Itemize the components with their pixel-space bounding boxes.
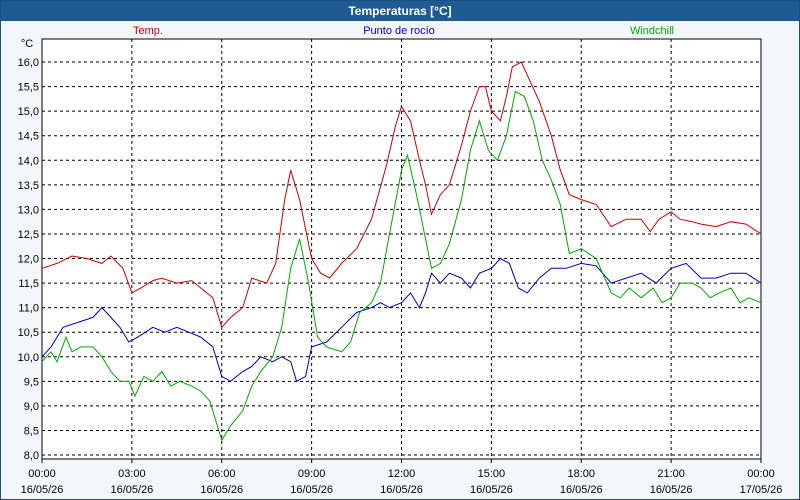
grid [41, 38, 762, 460]
x-tick-time: 15:00 [478, 468, 506, 480]
x-tick-date: 16/05/26 [470, 484, 513, 496]
x-tick-date: 16/05/26 [200, 484, 243, 496]
x-tick-time: 00:00 [747, 468, 775, 480]
y-tick-label: 15,5 [18, 82, 39, 94]
x-tick-time: 09:00 [298, 468, 326, 480]
y-tick-label: 11,0 [18, 303, 39, 315]
legend-entry: Punto de rocío [363, 25, 435, 37]
y-tick-label: 9,5 [24, 376, 39, 388]
y-tick-label: 9,0 [24, 401, 39, 413]
axes: 8,0 8,5 9,0 9,5 10,0 10,5 11,0 11,5 12,0 12,5 13,0… [18, 38, 783, 496]
x-tick-time: 21:00 [657, 468, 685, 480]
y-tick-label: 14,5 [18, 131, 39, 143]
temperature-chart: 8,0 8,5 9,0 9,5 10,0 10,5 11,0 11,5 12,0 12,5 13,0… [18, 25, 783, 496]
y-tick-label: 13,0 [18, 204, 39, 216]
y-tick-label: 12,0 [18, 254, 39, 266]
series-line-windchill [41, 90, 762, 442]
x-tick-time: 18:00 [567, 468, 595, 480]
x-tick-date: 16/05/26 [650, 484, 693, 496]
x-tick-date: 16/05/26 [21, 484, 64, 496]
x-tick-time: 00:00 [28, 468, 56, 480]
legend: Temp. Punto de rocío Windchill [133, 25, 674, 37]
y-tick-label: 8,0 [24, 450, 39, 462]
x-tick-time: 03:00 [118, 468, 146, 480]
series-line-temp- [41, 61, 762, 329]
y-tick-label: 16,0 [18, 57, 39, 69]
y-tick-label: 8,5 [24, 425, 39, 437]
y-tick-label: 10,0 [18, 352, 39, 364]
y-tick-label: 10,5 [18, 327, 39, 339]
x-tick-date: 16/05/26 [290, 484, 333, 496]
legend-entry: Temp. [133, 25, 163, 37]
series-lines [41, 61, 762, 442]
y-tick-label: 14,0 [18, 155, 39, 167]
x-tick-date: 17/05/26 [740, 484, 783, 496]
chart-title: Temperaturas [°C] [1, 1, 799, 21]
y-tick-label: 11,5 [18, 278, 39, 290]
x-tick-date: 16/05/26 [380, 484, 423, 496]
y-tick-label: 12,5 [18, 229, 39, 241]
legend-entry: Windchill [630, 25, 674, 37]
x-tick-time: 06:00 [208, 468, 236, 480]
x-tick-date: 16/05/26 [560, 484, 603, 496]
x-tick-time: 12:00 [388, 468, 416, 480]
y-tick-label: 15,0 [18, 106, 39, 118]
x-tick-date: 16/05/26 [110, 484, 153, 496]
y-tick-label: 13,5 [18, 180, 39, 192]
y-axis-label: °C [21, 38, 33, 50]
